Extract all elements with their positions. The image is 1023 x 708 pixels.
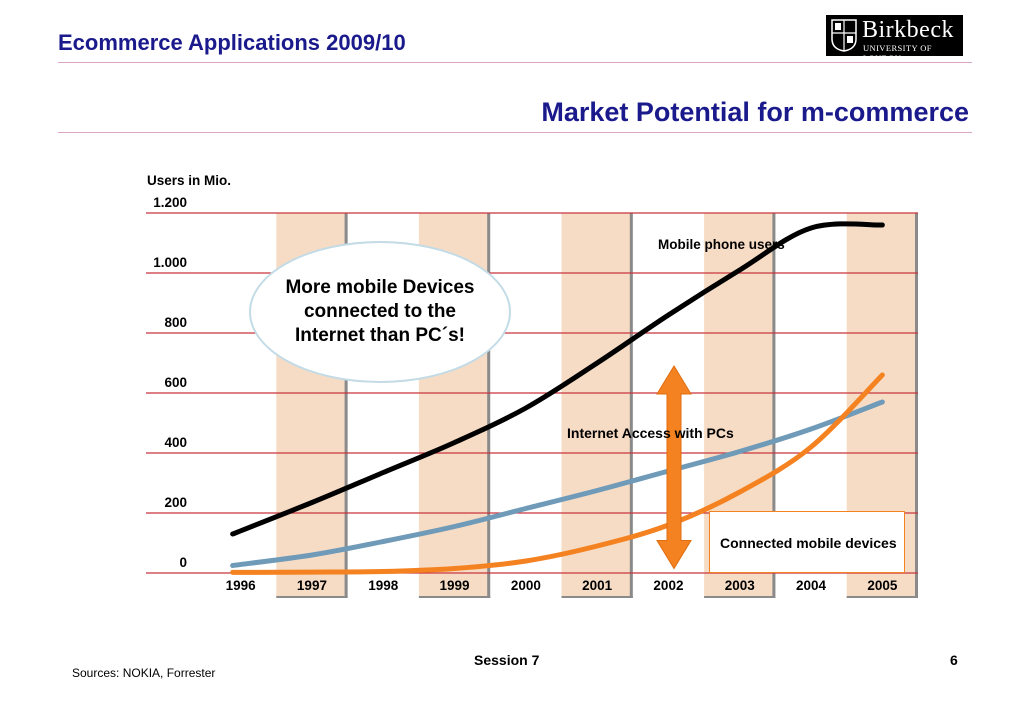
callout-text: More mobile Devices connected to the Int… — [285, 277, 475, 346]
logo-subtitle: UNIVERSITY OF LONDON — [863, 43, 932, 63]
y-tick-label: 600 — [164, 375, 187, 390]
page-number: 6 — [950, 652, 958, 668]
x-tick-label-2001: 2001 — [582, 578, 613, 593]
series-line-connected-mobile-devices — [230, 372, 885, 575]
x-tick-label-1999: 1999 — [440, 578, 470, 593]
logo-name: Birkbeck — [862, 17, 954, 43]
x-tick-label-2000: 2000 — [511, 578, 541, 593]
x-tick-label-2004: 2004 — [796, 578, 827, 593]
y-tick-label: 1.200 — [153, 195, 187, 210]
column-shadow-2003 — [772, 213, 776, 598]
series-line-internet-access-pcs — [230, 399, 885, 568]
y-tick-label: 400 — [164, 435, 187, 450]
connected-devices-label-box — [709, 511, 905, 573]
y-tick-label: 800 — [164, 315, 187, 330]
y-axis-label: Users in Mio. — [147, 173, 231, 188]
y-tick-label: 200 — [164, 495, 187, 510]
course-title: Ecommerce Applications 2009/10 — [58, 30, 406, 55]
session-label: Session 7 — [474, 652, 540, 668]
x-tick-label-1998: 1998 — [368, 578, 399, 593]
y-tick-label: 0 — [179, 555, 187, 570]
title-divider — [58, 132, 972, 133]
x-tick-label-1997: 1997 — [297, 578, 327, 593]
series-label-mobile-phone-users: Mobile phone users — [658, 237, 785, 252]
header-divider — [58, 62, 972, 63]
column-shadow-1999 — [487, 213, 491, 598]
series-label-internet-access: Internet Access with PCs — [567, 425, 734, 441]
column-shadow-2001 — [629, 213, 633, 598]
x-tick-label-1996: 1996 — [226, 578, 257, 593]
shaded-column-2001 — [561, 213, 633, 598]
column-shadow-bottom-1997 — [276, 596, 348, 598]
column-shadow-bottom-2001 — [561, 596, 633, 598]
series-line-mobile-phone-users — [230, 221, 885, 537]
crest-icon — [831, 19, 857, 52]
x-tick-label-2003: 2003 — [725, 578, 756, 593]
y-tick-label: 1.000 — [153, 255, 187, 270]
x-tick-label-2002: 2002 — [653, 578, 683, 593]
column-shadow-bottom-2005 — [846, 596, 918, 598]
x-tick-label-2005: 2005 — [867, 578, 898, 593]
column-shadow-1997 — [344, 213, 348, 598]
birkbeck-logo: Birkbeck UNIVERSITY OF LONDON — [826, 15, 963, 63]
column-shadow-bottom-2003 — [704, 596, 776, 598]
column-shadow-2005 — [915, 213, 918, 598]
double-arrow-icon — [656, 365, 692, 570]
slide-title: Market Potential for m-commerce — [541, 97, 969, 127]
column-shadow-bottom-1999 — [418, 596, 491, 598]
sources-note: Sources: NOKIA, Forrester — [72, 666, 216, 680]
series-label-connected-devices: Connected mobile devices — [720, 535, 897, 551]
callout-bubble: More mobile Devices connected to the Int… — [249, 241, 511, 383]
